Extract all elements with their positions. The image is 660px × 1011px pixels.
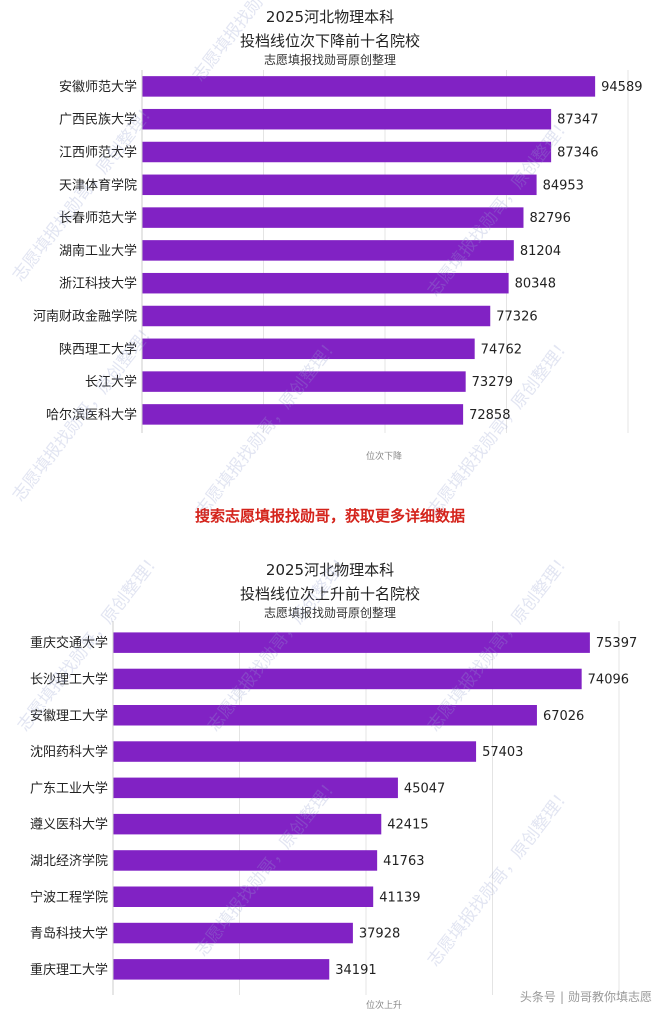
bar (113, 922, 353, 944)
footer-platform: 头条号 (519, 990, 556, 1004)
bar (113, 959, 330, 980)
value-label: 42415 (387, 818, 428, 833)
value-label: 80348 (515, 277, 556, 292)
value-label: 37928 (359, 927, 400, 942)
value-label: 87346 (557, 146, 598, 161)
footer-credit: 头条号 | 勋哥教你填志愿 (519, 990, 652, 1004)
category-label: 广东工业大学 (30, 780, 108, 796)
bar (142, 404, 464, 425)
category-label: 安徽师范大学 (59, 79, 137, 95)
category-label: 重庆交通大学 (30, 635, 108, 651)
value-label: 45047 (404, 781, 445, 796)
category-label: 宁波工程学院 (30, 889, 108, 905)
bar (113, 777, 398, 799)
bar (142, 272, 509, 294)
category-label: 长江大学 (85, 374, 137, 390)
bar (142, 108, 552, 130)
category-label: 广西民族大学 (59, 112, 137, 128)
value-label: 74096 (588, 672, 629, 687)
category-label: 河南财政金融学院 (33, 309, 137, 325)
value-label: 41763 (383, 854, 424, 869)
bar-plot: 重庆交通大学 75397 长沙理工大学 74096 安徽理工大学 67026 沈阳药科大学 5… (30, 621, 637, 995)
category-label: 安徽理工大学 (30, 708, 108, 724)
chart-rank-decrease: 2025河北物理本科 投档线位次下降前十名院校 志愿填报找勋哥原创整理 安徽师范… (0, 0, 660, 470)
bar (113, 632, 590, 653)
category-label: 重庆理工大学 (30, 962, 108, 978)
x-axis-label: 位次下降 (365, 452, 402, 462)
category-label: 沈阳药科大学 (30, 744, 108, 760)
bar (142, 240, 514, 261)
bar (113, 813, 382, 835)
value-label: 73279 (472, 375, 513, 390)
value-label: 41139 (379, 890, 420, 905)
value-label: 57403 (482, 745, 523, 760)
chart-subtitle: 志愿填报找勋哥原创整理 (263, 53, 396, 67)
value-label: 74762 (481, 342, 522, 357)
bar (142, 305, 491, 327)
category-label: 遵义医科大学 (30, 817, 108, 833)
bar (142, 207, 524, 228)
category-label: 浙江科技大学 (59, 276, 137, 292)
bar (113, 886, 374, 907)
bar-plot: 安徽师范大学 94589 广西民族大学 87347 江西师范大学 87346 天津体育学院 8… (33, 70, 642, 433)
category-label: 江西师范大学 (59, 145, 137, 161)
bar (142, 371, 466, 392)
value-label: 34191 (335, 963, 376, 978)
category-label: 长沙理工大学 (30, 671, 108, 687)
bar (113, 850, 378, 871)
bar (142, 141, 552, 163)
value-label: 82796 (529, 211, 570, 226)
category-label: 湖北经济学院 (30, 853, 108, 869)
value-label: 67026 (543, 709, 584, 724)
value-label: 77326 (496, 310, 537, 325)
bar (142, 338, 475, 360)
bar (113, 741, 477, 762)
value-label: 84953 (543, 178, 584, 193)
promo-text: 搜索志愿填报找勋哥，获取更多详细数据 (194, 507, 465, 525)
chart-subtitle: 志愿填报找勋哥原创整理 (263, 606, 396, 620)
category-label: 长春师范大学 (59, 210, 137, 226)
chart-title: 2025河北物理本科 (265, 8, 395, 26)
bar (113, 705, 537, 726)
value-label: 72858 (469, 408, 510, 423)
x-axis-label: 位次上升 (365, 1001, 402, 1011)
chart-title-line2: 投档线位次上升前十名院校 (239, 585, 420, 603)
chart-title: 2025河北物理本科 (265, 561, 395, 579)
category-label: 哈尔滨医科大学 (46, 407, 137, 423)
value-label: 75397 (596, 636, 637, 651)
value-label: 87347 (557, 113, 598, 128)
value-label: 81204 (520, 244, 561, 259)
category-label: 陕西理工大学 (59, 341, 137, 357)
category-label: 青岛科技大学 (30, 926, 108, 942)
category-label: 湖南工业大学 (59, 243, 137, 259)
bar (142, 76, 596, 97)
chart-title-line2: 投档线位次下降前十名院校 (239, 32, 420, 50)
value-label: 94589 (601, 80, 642, 95)
bar (113, 668, 582, 690)
category-label: 天津体育学院 (59, 177, 137, 193)
footer-account: 勋哥教你填志愿 (567, 990, 652, 1004)
chart-rank-increase: 2025河北物理本科 投档线位次上升前十名院校 志愿填报找勋哥原创整理 重庆交通… (0, 555, 660, 1011)
bar (142, 174, 537, 196)
